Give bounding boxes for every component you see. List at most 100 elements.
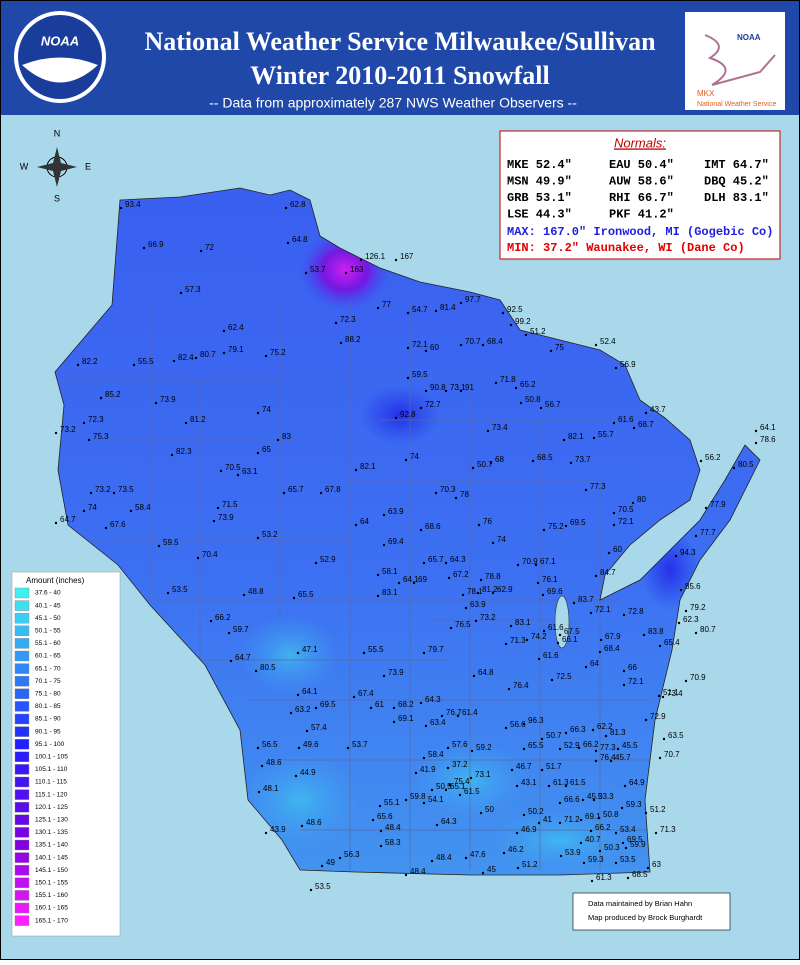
legend-swatch (14, 902, 30, 914)
station-dot (300, 824, 304, 828)
station-dot (199, 249, 203, 253)
station-value: 78.6 (760, 435, 776, 444)
station-value: 53.5 (315, 882, 331, 891)
station-value: 70.9 (690, 673, 706, 682)
station-dot (479, 578, 483, 582)
station-dot (179, 291, 183, 295)
station-value: 73.2 (95, 485, 111, 494)
station-dot (562, 438, 566, 442)
station-value: 73.9 (160, 395, 176, 404)
right-logo-outline (704, 34, 776, 86)
station-dot (419, 528, 423, 532)
legend-label: 125.1 - 130 (35, 817, 68, 824)
state-outline (54, 187, 761, 876)
station-value: 63.4 (430, 718, 446, 727)
station-dot (282, 491, 286, 495)
station-value: 63.2 (295, 705, 311, 714)
station-value: 76.5 (455, 620, 471, 629)
station-dot (404, 798, 408, 802)
station-value: 73.4 (492, 423, 508, 432)
station-dot (309, 888, 313, 892)
station-value: 65.5 (528, 741, 544, 750)
station-dot (172, 359, 176, 363)
legend-label: 70.1 - 75 (35, 678, 61, 685)
station-value: 65.6 (377, 812, 393, 821)
station-dot (661, 695, 665, 699)
compass-w: W (20, 161, 29, 171)
min-line: MIN: 37.2" Waunakee, WI (Dane Co) (507, 241, 745, 255)
station-value: 53.9 (565, 848, 581, 857)
station-value: 71.5 (222, 500, 238, 509)
station-value: 76.1 (542, 575, 558, 584)
legend-swatch (14, 814, 30, 825)
station-value: 76.4 (513, 681, 529, 690)
station-dot (397, 581, 401, 585)
station-value: 48.6 (266, 758, 282, 767)
station-dot (522, 813, 526, 817)
station-dot (644, 811, 648, 815)
station-dot (339, 341, 343, 345)
station-value: 59.7 (233, 625, 249, 634)
station-dot (539, 406, 543, 410)
station-dot (486, 429, 490, 433)
station-value: 43.9 (270, 825, 286, 834)
station-dot (129, 509, 133, 513)
station-dot (242, 593, 246, 597)
station-value: 59.3 (588, 855, 604, 864)
station-dot (594, 759, 598, 763)
station-dot (507, 687, 511, 691)
station-dot (592, 798, 596, 802)
station-dot (594, 343, 598, 347)
legend-label: 165.1 - 170 (35, 917, 68, 924)
station-dot (424, 724, 428, 728)
station-value: 62.9 (497, 585, 513, 594)
station-dot (289, 711, 293, 715)
station-value: 73.5 (118, 485, 134, 494)
station-value: 77 (382, 300, 391, 309)
normals-box (499, 130, 781, 260)
station-dot (489, 461, 493, 465)
legend-label: 140.1 - 145 (35, 854, 68, 861)
station-dot (227, 631, 231, 635)
title: National Weather Service Milwaukee/Sulli… (144, 27, 656, 56)
station-dot (209, 619, 213, 623)
credit: Data maintained by Brian Hahn (588, 899, 692, 908)
station-dot (524, 333, 528, 337)
station-value: 92.5 (507, 305, 523, 314)
station-value: 45 (487, 865, 496, 874)
station-value: 77.9 (710, 500, 726, 509)
station-dot (284, 206, 288, 210)
station-dot (430, 859, 434, 863)
station-dot (296, 651, 300, 655)
station-value: 81.4 (440, 303, 456, 312)
station-value: 68 (495, 455, 504, 464)
station-value: 51.2 (650, 805, 666, 814)
station-value: 72 (205, 243, 214, 252)
station-dot (464, 856, 468, 860)
station-dot (542, 629, 546, 633)
station-dot (589, 829, 593, 833)
normal-entry: RHI 66.7" (609, 191, 674, 205)
station-value: 62.8 (290, 200, 306, 209)
station-dot (612, 523, 616, 527)
station-value: 93.4 (125, 200, 141, 209)
station-value: 46.7 (516, 762, 532, 771)
station-value: 55.5 (138, 357, 154, 366)
legend-label: 55.1 - 60 (35, 640, 61, 647)
station-dot (612, 421, 616, 425)
lake-winnebago (554, 595, 570, 649)
station-value: 74 (88, 503, 97, 512)
right-logo-service: National Weather Service (697, 101, 776, 108)
station-dot (679, 588, 683, 592)
station-value: 49 (326, 858, 335, 867)
legend-swatch (14, 877, 30, 888)
light-snow-area (240, 750, 360, 850)
station-value: 78.8 (485, 572, 501, 581)
station-value: 55.5 (368, 645, 384, 654)
legend-swatch (14, 676, 30, 687)
station-value: 45.7 (615, 753, 631, 762)
station-value: 80 (637, 495, 646, 504)
station-value: 85.6 (685, 582, 701, 591)
station-dot (754, 429, 758, 433)
station-value: 67.6 (110, 520, 126, 529)
